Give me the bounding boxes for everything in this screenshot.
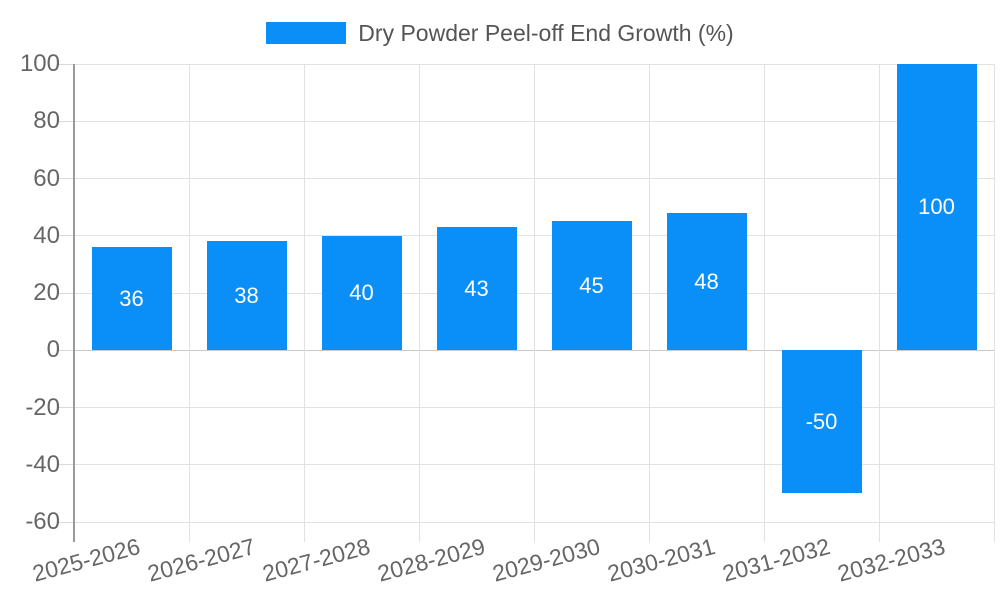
- gridline-x-boundary: [303, 64, 305, 542]
- gridline-x-boundary: [878, 64, 880, 542]
- y-axis-tick-label: 60: [33, 164, 60, 192]
- gridline-x-boundary: [418, 64, 420, 542]
- bar-2032-2033[interactable]: 100: [896, 64, 977, 351]
- y-axis-tick: [58, 407, 74, 408]
- bar-value-label: 38: [234, 282, 259, 308]
- y-axis-tick: [58, 349, 74, 351]
- y-axis-tick: [58, 120, 74, 122]
- y-axis-tick-label: -20: [25, 393, 60, 421]
- y-axis-tick-label: 80: [33, 107, 60, 135]
- bar-value-label: 36: [119, 285, 144, 311]
- bar-value-label: 40: [349, 280, 374, 305]
- legend-label: Dry Powder Peel-off End Growth (%): [358, 19, 734, 46]
- y-axis-tick: [58, 178, 74, 179]
- y-axis-tick: [58, 63, 74, 65]
- y-axis-tick: [58, 235, 74, 237]
- bar-2027-2028[interactable]: 40: [321, 235, 402, 351]
- bar-2025-2026[interactable]: 36: [91, 247, 172, 351]
- y-axis-tick: [58, 521, 74, 523]
- gridline-x-boundary: [188, 64, 190, 542]
- bar-2029-2030[interactable]: 45: [551, 221, 632, 351]
- y-axis-tick-label: 40: [33, 221, 60, 249]
- bar-2031-2032[interactable]: -50: [781, 350, 862, 494]
- bar-2026-2027[interactable]: 38: [206, 241, 287, 351]
- bar-value-label: 45: [579, 272, 604, 298]
- y-axis-tick-label: -60: [25, 508, 60, 535]
- legend-swatch: [266, 22, 347, 44]
- y-axis-tick: [58, 292, 74, 294]
- bar-value-label: -50: [805, 408, 838, 434]
- y-axis-tick-label: -40: [25, 450, 60, 478]
- gridline-x-boundary: [993, 64, 995, 542]
- legend-item[interactable]: Dry Powder Peel-off End Growth (%): [0, 20, 1000, 46]
- y-axis-tick-label: 100: [19, 50, 60, 77]
- bar-2028-2029[interactable]: 43: [436, 227, 517, 351]
- gridline-x-boundary: [533, 64, 535, 542]
- y-axis-tick-label: 20: [33, 279, 60, 306]
- bar-value-label: 48: [694, 268, 719, 294]
- bar-value-label: 100: [918, 194, 955, 220]
- gridline-x-boundary: [763, 64, 765, 542]
- gridline-x-boundary: [648, 64, 650, 542]
- bar-value-label: 43: [464, 275, 489, 301]
- y-axis-tick-label: 0: [46, 336, 60, 364]
- y-axis-line: [73, 64, 75, 542]
- bar-2030-2031[interactable]: 48: [666, 212, 747, 351]
- y-axis-tick: [58, 464, 74, 466]
